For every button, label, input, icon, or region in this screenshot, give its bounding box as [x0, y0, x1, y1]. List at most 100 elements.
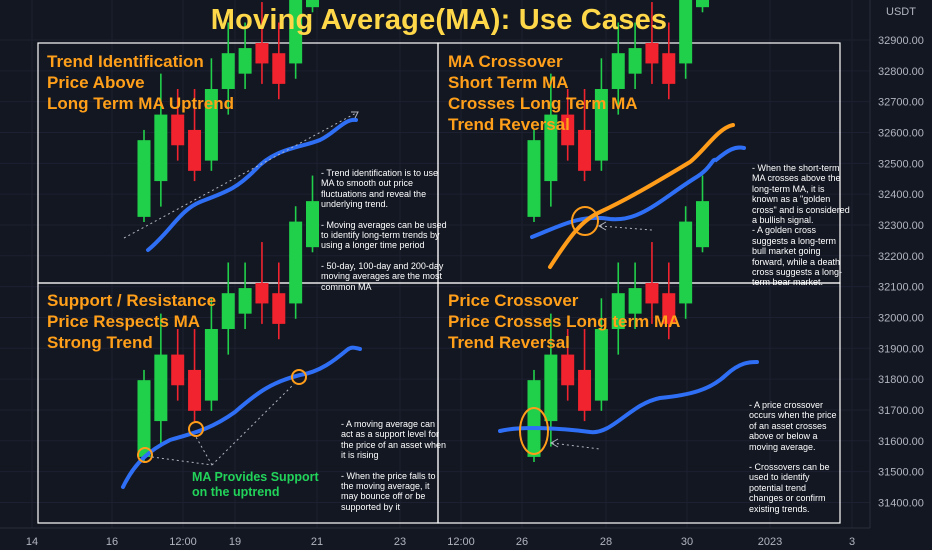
y-tick-label: 31600.00 [878, 436, 924, 448]
candle-body [204, 89, 218, 161]
note-line: act as a support level for [341, 429, 440, 440]
candle-body [561, 354, 575, 386]
panel-title: Price Crossover Price Crosses Long term … [448, 290, 680, 353]
panel-title-line: Crosses Long Term MA [448, 94, 638, 113]
note-line: occurs when the price [749, 410, 837, 421]
note-line: term bear market. [752, 277, 824, 288]
y-tick-label: 32100.00 [878, 282, 924, 294]
candle-body [137, 140, 151, 217]
panel-title-line: Price Respects MA [47, 312, 201, 331]
y-tick-label: 31400.00 [878, 497, 924, 509]
panel-title-line: Trend Reversal [448, 333, 570, 352]
support-touch-circle [291, 369, 307, 385]
support-label-line: MA Provides Support [192, 470, 319, 484]
support-label: MA Provides Support on the uptrend [192, 470, 319, 500]
ma-long-line [530, 145, 746, 239]
note-line: - A price crossover [749, 400, 824, 410]
note-line: - Moving averages can be used [321, 219, 447, 230]
note-line: bull market going [752, 246, 821, 257]
panel-frames [37, 42, 841, 524]
candle-body [171, 354, 185, 386]
candle-body [611, 293, 625, 330]
y-axis[interactable]: 32900.00 32800.00 32700.00 32600.00 32500.00… [869, 0, 924, 528]
annotation-arrow [151, 456, 213, 466]
note-line: existing trends. [749, 503, 810, 514]
x-tick-label: 21 [311, 536, 323, 548]
x-tick-label: 26 [516, 536, 528, 548]
y-tick-label: 31700.00 [878, 405, 924, 417]
panel-frame [437, 282, 841, 524]
candle-body [696, 201, 709, 248]
candle-body [171, 114, 185, 146]
panel-note: - When the short-term MA crosses above t… [752, 163, 850, 288]
support-label-line: on the uptrend [192, 485, 280, 499]
panel-title-line: Trend Reversal [448, 115, 570, 134]
candle-body [679, 221, 693, 304]
candle-body [662, 53, 676, 84]
note-line: used to identify [749, 472, 810, 483]
candle-body [221, 53, 235, 90]
note-line: fluctuations and reveal the [321, 188, 427, 199]
panel-note: - A moving average can act as a support … [341, 419, 446, 512]
panel-title: Trend Identification Price Above Long Te… [47, 51, 234, 114]
y-tick-label: 32700.00 [878, 97, 924, 109]
y-tick-label: 31900.00 [878, 343, 924, 355]
x-axis[interactable]: 14 16 12:00 19 21 23 12:00 26 28 30 2023 3 [0, 527, 870, 548]
note-line: - A moving average can [341, 419, 436, 429]
y-tick-label: 32300.00 [878, 220, 924, 232]
note-line: known as a "golden [752, 194, 831, 205]
panel-title-line: Strong Trend [47, 333, 153, 352]
moving-average-lines [121, 117, 759, 489]
note-line: common MA [321, 281, 372, 292]
trendline-dotted [123, 111, 359, 239]
trendline-arrowhead [351, 111, 359, 119]
candle-body [544, 354, 558, 422]
candle-body [255, 282, 269, 304]
x-tick-label: 30 [681, 536, 693, 548]
candle-body [272, 53, 286, 84]
annotation-arrowhead [597, 221, 607, 231]
note-line: to identify long-term trends by [321, 230, 440, 241]
candle-body [238, 288, 252, 314]
note-line: above or below a [749, 431, 818, 442]
candle-group [527, 0, 709, 222]
candle-body [594, 89, 608, 161]
note-line: supported by it [341, 501, 401, 512]
annotation-arrow [551, 442, 601, 450]
candle-body [255, 42, 269, 64]
annotation-arrow [195, 436, 213, 466]
candles [137, 0, 709, 462]
y-tick-label: 32400.00 [878, 189, 924, 201]
candle-body [238, 48, 252, 74]
panel-title-line: Support / Resistance [47, 291, 217, 310]
x-tick-label: 12:00 [169, 536, 197, 548]
note-line: suggests a long-term [752, 235, 837, 246]
candle-body [306, 0, 319, 8]
note-line: - When the price falls to [341, 470, 436, 481]
panel-note: - A price crossover occurs when the pric… [749, 400, 837, 514]
candle-body [578, 369, 592, 411]
candle-body [289, 221, 303, 304]
candle-body [289, 0, 303, 64]
panel-title-line: Price Crossover [448, 291, 579, 310]
y-tick-label: 32500.00 [878, 158, 924, 170]
candle-body [137, 380, 151, 457]
note-line: moving averages are the most [321, 271, 443, 282]
panel-note: - Trend identification is to use MA to s… [321, 168, 447, 292]
candle-body [645, 42, 659, 64]
panel-title: Support / Resistance Price Respects MA S… [47, 290, 216, 353]
annotation-arrow [211, 383, 295, 466]
candle-body [611, 53, 625, 90]
candle-body [628, 288, 642, 314]
note-line: MA crosses above the [752, 173, 841, 184]
note-line: a bullish signal. [752, 215, 814, 226]
note-line: - When the short-term [752, 163, 840, 173]
note-line: cross" and is considered [752, 204, 850, 215]
note-line: - Trend identification is to use [321, 168, 439, 178]
x-tick-label: 12:00 [447, 536, 475, 548]
y-tick-label: 32000.00 [878, 312, 924, 324]
note-line: potential trend [749, 482, 807, 493]
ma-long-line [121, 345, 362, 489]
y-tick-label: 32900.00 [878, 35, 924, 47]
